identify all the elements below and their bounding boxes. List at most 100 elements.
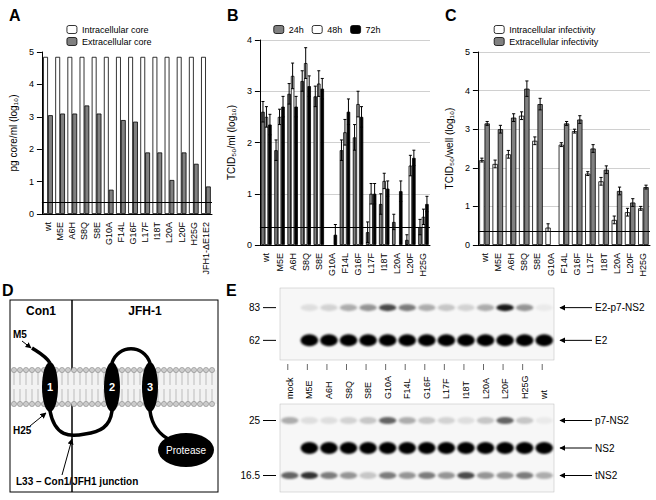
svg-text:72h: 72h: [366, 25, 381, 35]
svg-text:L20F: L20F: [405, 252, 415, 273]
svg-text:L20A: L20A: [481, 378, 491, 399]
svg-text:24h: 24h: [289, 25, 304, 35]
svg-text:16.5: 16.5: [241, 470, 261, 481]
svg-text:1: 1: [29, 177, 34, 187]
svg-text:E: E: [226, 282, 237, 299]
svg-text:0: 0: [247, 240, 252, 250]
svg-text:62: 62: [249, 335, 261, 346]
svg-text:1: 1: [465, 201, 470, 211]
svg-text:L20F: L20F: [625, 252, 635, 273]
svg-text:I18T: I18T: [599, 253, 609, 272]
svg-text:S8Q: S8Q: [301, 253, 311, 271]
svg-text:L17F: L17F: [366, 252, 376, 273]
svg-text:I18T: I18T: [461, 380, 471, 399]
svg-text:F14L: F14L: [402, 378, 412, 399]
svg-text:0: 0: [465, 240, 470, 250]
svg-text:E2: E2: [595, 335, 608, 346]
svg-text:S8Q: S8Q: [344, 381, 354, 399]
svg-text:F14L: F14L: [559, 253, 569, 274]
svg-text:mock: mock: [285, 377, 295, 399]
svg-text:JFH-1: JFH-1: [128, 304, 162, 318]
svg-text:2: 2: [29, 144, 34, 154]
svg-text:3: 3: [247, 86, 252, 96]
svg-text:S8E: S8E: [363, 382, 373, 399]
svg-text:G10A: G10A: [327, 253, 337, 276]
svg-text:L33 – Con1/JFH1 junction: L33 – Con1/JFH1 junction: [16, 476, 138, 487]
svg-text:3: 3: [147, 381, 153, 393]
svg-text:S8E: S8E: [532, 253, 542, 270]
svg-text:A6H: A6H: [67, 222, 77, 240]
svg-text:5: 5: [29, 47, 34, 57]
svg-text:S8E: S8E: [92, 222, 102, 239]
svg-text:Con1: Con1: [26, 304, 56, 318]
svg-text:Extracellular core: Extracellular core: [82, 37, 152, 47]
svg-text:wt: wt: [43, 222, 53, 232]
svg-text:L17F: L17F: [585, 252, 595, 273]
svg-text:5: 5: [465, 47, 470, 57]
svg-text:M5E: M5E: [55, 222, 65, 241]
svg-text:L20A: L20A: [612, 253, 622, 274]
svg-text:tNS2: tNS2: [595, 470, 618, 481]
svg-text:0: 0: [29, 209, 34, 219]
svg-text:G16F: G16F: [572, 253, 582, 276]
svg-text:NS2: NS2: [595, 443, 615, 454]
svg-text:L17F: L17F: [140, 221, 150, 242]
svg-text:25: 25: [249, 415, 261, 426]
svg-text:wt: wt: [539, 390, 549, 400]
svg-text:G16F: G16F: [353, 253, 363, 276]
svg-text:A6H: A6H: [324, 381, 334, 399]
svg-text:wt: wt: [261, 253, 271, 263]
svg-text:A6H: A6H: [288, 253, 298, 271]
svg-text:C: C: [445, 7, 457, 24]
svg-text:G10A: G10A: [104, 222, 114, 245]
svg-text:L20A: L20A: [392, 253, 402, 274]
svg-text:TCID₅₀/ml (log₁₀): TCID₅₀/ml (log₁₀): [226, 105, 237, 180]
svg-text:2: 2: [109, 381, 115, 393]
svg-text:4: 4: [247, 35, 252, 45]
svg-text:H25G: H25G: [418, 253, 428, 277]
svg-text:L20A: L20A: [164, 222, 174, 243]
svg-text:S8E: S8E: [314, 253, 324, 270]
svg-text:4: 4: [29, 79, 34, 89]
svg-text:Intracellular infectivity: Intracellular infectivity: [509, 25, 596, 35]
svg-text:G10A: G10A: [546, 253, 556, 276]
svg-text:H25G: H25G: [189, 222, 199, 246]
svg-text:p7-NS2: p7-NS2: [595, 415, 629, 426]
svg-text:4: 4: [465, 86, 470, 96]
svg-text:L20F: L20F: [177, 221, 187, 242]
svg-text:83: 83: [249, 302, 261, 313]
svg-text:H25G: H25G: [638, 253, 648, 277]
svg-text:A6H: A6H: [506, 253, 516, 271]
svg-text:I18T: I18T: [152, 222, 162, 241]
svg-text:A: A: [9, 7, 21, 24]
svg-text:TCID₅₀/well (log₁₀): TCID₅₀/well (log₁₀): [444, 108, 455, 190]
svg-text:F14L: F14L: [116, 222, 126, 243]
svg-text:JFH1-ΔE1E2: JFH1-ΔE1E2: [201, 222, 211, 275]
svg-text:2: 2: [247, 138, 252, 148]
svg-text:G16F: G16F: [422, 376, 432, 399]
svg-text:G16F: G16F: [128, 222, 138, 245]
svg-text:Intracellular core: Intracellular core: [82, 25, 149, 35]
svg-text:B: B: [227, 7, 239, 24]
svg-text:1: 1: [247, 189, 252, 199]
svg-text:M5E: M5E: [304, 380, 314, 399]
svg-text:E2-p7-NS2: E2-p7-NS2: [595, 302, 645, 313]
svg-text:3: 3: [465, 124, 470, 134]
svg-text:wt: wt: [480, 253, 490, 263]
svg-text:G10A: G10A: [383, 376, 393, 399]
svg-text:M5: M5: [13, 329, 27, 340]
svg-text:L17F: L17F: [441, 378, 451, 399]
svg-text:H25G: H25G: [520, 375, 530, 399]
svg-text:F14L: F14L: [340, 253, 350, 274]
svg-text:S8Q: S8Q: [79, 222, 89, 240]
svg-text:D: D: [2, 282, 14, 299]
svg-text:H25: H25: [13, 425, 32, 436]
svg-text:M5E: M5E: [493, 253, 503, 272]
svg-text:3: 3: [29, 112, 34, 122]
svg-text:1: 1: [47, 381, 53, 393]
svg-text:Extracellular infectivity: Extracellular infectivity: [509, 37, 599, 47]
svg-text:I18T: I18T: [379, 253, 389, 272]
svg-text:2: 2: [465, 163, 470, 173]
svg-text:48h: 48h: [327, 25, 342, 35]
svg-text:pg core/ml (log₁₀): pg core/ml (log₁₀): [8, 95, 19, 172]
